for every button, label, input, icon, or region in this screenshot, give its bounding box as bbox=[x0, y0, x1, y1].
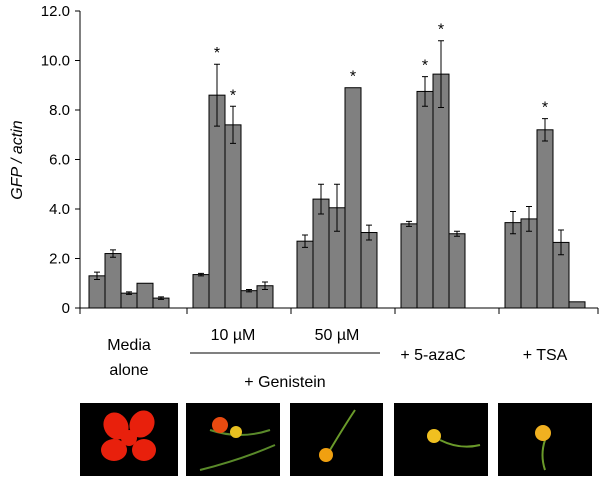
group-label: alone bbox=[109, 362, 148, 379]
group-label: + TSA bbox=[523, 347, 568, 364]
error-bar bbox=[302, 234, 308, 248]
bar bbox=[296, 240, 314, 309]
bar bbox=[536, 129, 554, 309]
plant bbox=[541, 439, 546, 471]
plant bbox=[329, 409, 356, 451]
plant bbox=[101, 410, 156, 461]
error-bar bbox=[198, 272, 204, 277]
bar bbox=[344, 87, 362, 309]
plant bbox=[439, 439, 481, 448]
bar bbox=[120, 292, 138, 309]
plant bbox=[212, 417, 228, 433]
error-bar bbox=[158, 296, 164, 300]
y-tick-label: 12.0 bbox=[41, 3, 70, 20]
plant bbox=[319, 448, 333, 462]
bar bbox=[400, 223, 418, 309]
group-label: Media bbox=[107, 337, 151, 354]
error-bar bbox=[262, 281, 268, 290]
error-bar bbox=[454, 230, 460, 237]
bar bbox=[104, 253, 122, 309]
plant bbox=[427, 429, 441, 443]
y-tick-label: 0 bbox=[62, 300, 70, 317]
significance-mark: * bbox=[422, 58, 428, 75]
bar bbox=[208, 94, 226, 309]
plant bbox=[535, 425, 551, 441]
bar bbox=[360, 232, 378, 309]
error-bar bbox=[334, 183, 340, 232]
bar bbox=[448, 233, 466, 309]
group-caption: + Genistein bbox=[244, 374, 325, 391]
bar bbox=[504, 222, 522, 309]
error-bar bbox=[422, 76, 428, 107]
error-bar bbox=[406, 220, 412, 227]
y-axis-label: GFP / actin bbox=[9, 120, 26, 200]
significance-mark: * bbox=[350, 69, 356, 86]
error-bar bbox=[214, 63, 220, 127]
error-bar bbox=[558, 229, 564, 256]
error-bar bbox=[230, 105, 236, 144]
bar bbox=[136, 282, 154, 309]
y-tick-label: 8.0 bbox=[49, 102, 70, 119]
bar bbox=[224, 124, 242, 309]
error-bar bbox=[526, 206, 532, 232]
group-label: + 5-azaC bbox=[400, 347, 465, 364]
error-bar bbox=[510, 210, 516, 235]
significance-mark: * bbox=[542, 100, 548, 117]
bar bbox=[520, 218, 538, 309]
error-bar bbox=[126, 291, 132, 295]
group-label: 10 µM bbox=[211, 327, 256, 344]
significance-mark: * bbox=[438, 22, 444, 39]
bar bbox=[192, 274, 210, 309]
bar bbox=[568, 301, 586, 309]
error-bar bbox=[318, 183, 324, 215]
error-bar bbox=[246, 288, 252, 293]
y-tick-label: 10.0 bbox=[41, 53, 70, 70]
error-bar bbox=[542, 118, 548, 142]
error-bar bbox=[110, 249, 116, 258]
photo bbox=[186, 403, 280, 476]
error-bar bbox=[438, 40, 444, 109]
bar bbox=[240, 290, 258, 309]
significance-mark: * bbox=[230, 87, 236, 104]
error-bar bbox=[94, 271, 100, 281]
y-tick-label: 6.0 bbox=[49, 152, 70, 169]
bar bbox=[312, 198, 330, 309]
bar bbox=[432, 73, 450, 309]
bar bbox=[416, 90, 434, 309]
error-bar bbox=[366, 224, 372, 241]
y-tick-label: 4.0 bbox=[49, 201, 70, 218]
plant-images bbox=[80, 403, 592, 476]
plant bbox=[230, 426, 242, 438]
group-label: 50 µM bbox=[315, 327, 360, 344]
significance-mark: * bbox=[214, 45, 220, 62]
bar bbox=[88, 275, 106, 309]
y-tick-label: 2.0 bbox=[49, 251, 70, 268]
